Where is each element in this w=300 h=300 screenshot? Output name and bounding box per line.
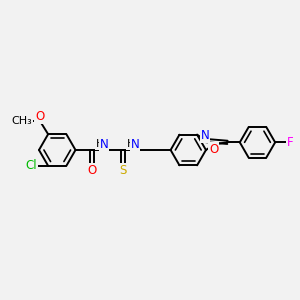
Text: N: N	[100, 138, 108, 151]
Text: Cl: Cl	[26, 159, 37, 172]
Text: N: N	[201, 129, 209, 142]
Text: H: H	[127, 139, 135, 149]
Text: H: H	[96, 139, 104, 149]
Text: CH₃: CH₃	[11, 116, 32, 126]
Text: O: O	[87, 164, 96, 177]
Text: S: S	[119, 164, 126, 177]
Text: N: N	[130, 138, 140, 151]
Text: F: F	[286, 136, 293, 149]
Text: O: O	[35, 110, 44, 123]
Text: O: O	[209, 143, 218, 156]
